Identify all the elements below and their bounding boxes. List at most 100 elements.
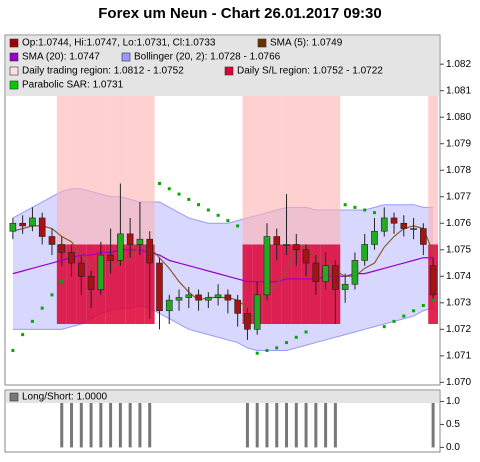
- sl-region: [66, 244, 77, 325]
- long-short-bar: [324, 401, 328, 448]
- legend-swatch: [224, 66, 234, 76]
- long-short-bar: [285, 401, 289, 448]
- trading-region: [115, 85, 126, 245]
- candle-body: [38, 217, 46, 237]
- candle-body: [214, 294, 222, 298]
- candle-body: [371, 230, 378, 245]
- candle-body: [87, 275, 95, 290]
- trading-region: [281, 85, 292, 245]
- long-short-bar: [60, 401, 64, 448]
- sar-dot: [21, 333, 25, 337]
- sar-dot: [255, 351, 259, 355]
- trading-region: [105, 85, 116, 245]
- trading-region: [66, 85, 77, 245]
- candle-body: [224, 294, 232, 301]
- sar-dot: [372, 211, 376, 215]
- sl-region: [115, 244, 126, 325]
- sar-dot: [363, 208, 367, 212]
- sma20-line: [12, 249, 434, 283]
- trading-region: [125, 85, 136, 245]
- candle-body: [292, 244, 300, 251]
- sar-dot: [187, 197, 191, 201]
- long-short-bar: [138, 401, 142, 448]
- sl-region: [281, 244, 292, 325]
- trading-region: [271, 85, 282, 245]
- legend-label: SMA (20): 1.0747: [22, 52, 100, 63]
- candle-body: [429, 265, 437, 296]
- chart-title: Forex um Neun - Chart 26.01.2017 09:30: [98, 5, 381, 22]
- sl-region: [301, 244, 311, 325]
- candle-body: [156, 262, 163, 312]
- candle-body: [29, 217, 36, 227]
- candle-body: [136, 238, 144, 245]
- candle-body: [244, 313, 251, 330]
- sar-dot: [421, 303, 425, 307]
- long-short-bar: [314, 401, 318, 448]
- trading-region: [242, 85, 253, 245]
- legend-label: Op:1.0744, Hi:1.0747, Lo:1.0731, Cl:1.07…: [22, 38, 216, 49]
- y-tick-label: 1.081: [446, 85, 471, 96]
- candle-body: [165, 299, 173, 312]
- trading-region: [144, 85, 155, 245]
- long-short-bar: [89, 401, 93, 448]
- long-short-bar: [70, 401, 74, 448]
- long-short-bar: [118, 401, 122, 448]
- candle-body: [205, 297, 212, 301]
- sl-region: [135, 244, 145, 325]
- legend-swatch: [257, 38, 267, 48]
- trading-region: [135, 85, 145, 245]
- long-short-bar: [304, 401, 308, 448]
- sar-dot: [60, 280, 64, 284]
- y-tick-label: 1.080: [446, 112, 471, 123]
- trading-region: [428, 85, 438, 245]
- sar-dot: [285, 341, 289, 345]
- y-tick-label: 1.079: [446, 138, 471, 149]
- sl-region: [105, 244, 116, 325]
- candle-body: [146, 238, 154, 264]
- candle-body: [107, 254, 114, 261]
- trading-region: [95, 85, 106, 245]
- candle-body: [390, 217, 398, 224]
- candle-body: [185, 294, 193, 298]
- sl-region: [56, 244, 67, 325]
- candle-body: [48, 236, 56, 245]
- candle-body: [341, 283, 349, 290]
- legend-label: Daily S/L region: 1.0752 - 1.0722: [237, 66, 383, 77]
- y-tick-label: 1.075: [446, 244, 471, 255]
- candle-body: [400, 222, 408, 229]
- legend-swatch: [121, 52, 131, 62]
- y-tick-label: 1.078: [446, 165, 471, 176]
- sar-dot: [304, 330, 308, 334]
- trading-region: [301, 85, 311, 245]
- sar-dot: [216, 213, 220, 217]
- candle-body: [19, 222, 26, 227]
- legend-swatch: [9, 52, 19, 62]
- candle-body: [312, 262, 320, 282]
- long-short-bar: [275, 401, 279, 448]
- sar-dot: [382, 325, 386, 329]
- y-tick-label: 1.082: [446, 59, 471, 70]
- sar-dot: [412, 309, 416, 313]
- legend-swatch: [9, 80, 19, 90]
- long-short-bar: [99, 401, 103, 448]
- trading-region: [330, 85, 341, 245]
- candle-body: [77, 262, 85, 277]
- long-short-bar: [265, 401, 269, 448]
- y-tick-label: 1.077: [446, 191, 471, 202]
- sl-region: [291, 244, 302, 325]
- sar-dot: [226, 219, 230, 223]
- long-short-bar: [431, 401, 435, 448]
- candle-body: [322, 265, 329, 282]
- sar-dot: [343, 203, 347, 207]
- sar-dot: [402, 314, 406, 318]
- candle-body: [117, 233, 124, 261]
- sar-dot: [236, 224, 240, 228]
- trading-region: [291, 85, 302, 245]
- candle-body: [234, 299, 241, 314]
- legend-swatch: [9, 66, 19, 76]
- sar-dot: [275, 346, 279, 350]
- trading-region: [56, 85, 67, 245]
- trading-region: [310, 85, 321, 245]
- long-short-bar: [79, 401, 83, 448]
